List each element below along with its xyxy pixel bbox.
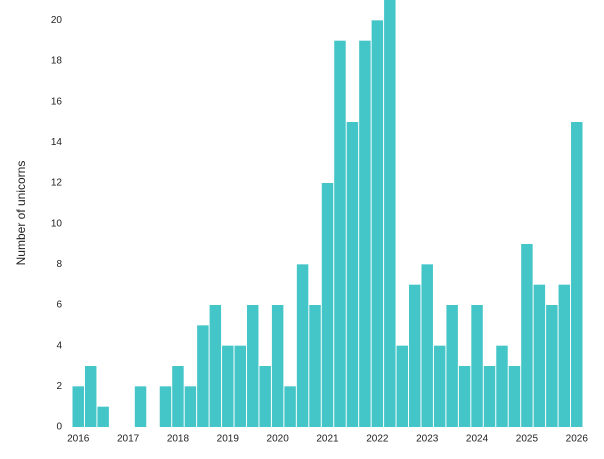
bar [396,345,409,427]
bar [246,305,259,427]
x-tick-label: 2025 [516,434,539,445]
bar [384,0,396,427]
y-tick-label: 20 [51,15,63,26]
bar [84,366,97,427]
y-tick-label: 18 [51,56,63,67]
bar [159,386,172,427]
x-tick-label: 2020 [267,434,290,445]
bar [496,345,508,427]
bar [346,122,359,427]
bar [421,264,433,427]
bar [483,366,496,427]
x-tick-label: 2023 [416,434,439,445]
x-tick-label: 2017 [117,434,140,445]
bar [521,244,533,427]
x-tick-label: 2021 [316,434,339,445]
bar [446,305,458,427]
bar [259,366,271,427]
y-tick-label: 14 [51,137,63,148]
bar [409,284,421,427]
bar [284,386,296,427]
bar [321,183,334,427]
bar [571,122,583,427]
bar [209,305,222,427]
bar [234,345,246,427]
y-tick-label: 12 [51,178,63,189]
x-tick-label: 2016 [67,434,90,445]
bar [271,305,284,427]
bar [172,366,184,427]
bar [359,40,371,428]
bar [334,40,346,428]
bar [134,386,147,427]
bar [296,264,309,427]
y-tick-label: 2 [56,381,62,392]
bar [371,20,384,427]
x-tick-label: 2026 [566,434,589,445]
y-tick-label: 0 [56,422,62,433]
y-tick-label: 6 [56,300,62,311]
y-axis-label: Number of unicorns [14,161,28,266]
bar [508,366,521,427]
x-tick-label: 2022 [366,434,389,445]
y-tick-label: 4 [56,340,62,351]
bar [184,386,197,427]
x-tick-label: 2024 [466,434,489,445]
y-tick-label: 10 [51,218,63,229]
y-tick-label: 8 [56,259,62,270]
bar [97,406,109,427]
bar [197,325,209,427]
x-tick-label: 2018 [167,434,190,445]
bar [72,386,84,427]
bar [222,345,234,427]
x-tick-label: 2019 [217,434,240,445]
bar [533,284,546,427]
bar [471,305,483,427]
bar [558,284,571,427]
bar [433,345,446,427]
bar [458,366,471,427]
bar [309,305,321,427]
y-tick-label: 16 [51,96,63,107]
bar [546,305,558,427]
